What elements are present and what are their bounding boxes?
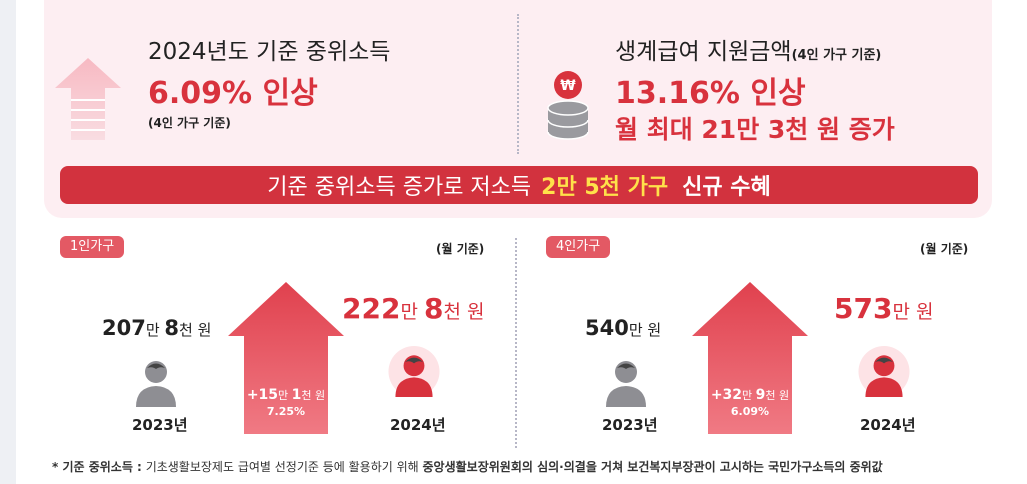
single-2024-unit2: 천 원 bbox=[443, 301, 485, 323]
won-coins-icon: ₩ bbox=[547, 71, 589, 140]
four-2024-unit: 만 원 bbox=[892, 301, 934, 323]
livelihood-benefit-max: 월 최대 21만 3천 원 증가 bbox=[615, 115, 895, 144]
person-icon bbox=[858, 346, 910, 398]
four-2023-amount: 540만 원 bbox=[585, 316, 661, 340]
person-icon bbox=[606, 361, 646, 407]
single-2024-num1: 222 bbox=[342, 292, 401, 325]
four-2023-num: 540 bbox=[585, 316, 629, 340]
livelihood-benefit-title-text: 생계급여 지원금액 bbox=[615, 39, 792, 65]
single-increase-b-unit: 천 원 bbox=[301, 389, 326, 402]
four-increase-a-unit: 만 bbox=[742, 389, 756, 402]
summary-divider bbox=[517, 14, 519, 154]
banner-prefix: 기준 중위소득 증가로 저소득 bbox=[267, 175, 532, 200]
footnote-strong: 중앙생활보장위원회의 심의·의결을 거쳐 보건복지부장관이 고시하는 국민가구소… bbox=[422, 460, 883, 474]
up-arrow-icon bbox=[55, 58, 121, 140]
person-icon bbox=[136, 361, 176, 407]
single-increase-b: 1 bbox=[291, 387, 302, 403]
single-2023-amount: 207만 8천 원 bbox=[102, 316, 211, 340]
single-2024-year: 2024년 bbox=[390, 416, 446, 434]
single-2023-num2: 8 bbox=[164, 316, 180, 340]
four-household-tag: 4인가구 bbox=[546, 236, 611, 258]
four-increase-a: +32 bbox=[710, 387, 743, 403]
four-increase: +32만 9천 원 6.09% bbox=[708, 384, 792, 418]
footnote: * 기준 중위소득 : 기초생활보장제도 급여별 선정기준 등에 활용하기 위해… bbox=[52, 458, 883, 475]
single-increase-pct: 7.25% bbox=[266, 405, 306, 418]
four-2023-unit: 만 원 bbox=[628, 321, 662, 339]
single-2023-unit1: 만 bbox=[145, 321, 165, 339]
svg-text:₩: ₩ bbox=[560, 78, 576, 94]
left-edge bbox=[0, 0, 16, 484]
footnote-label: * 기준 중위소득 : bbox=[52, 460, 142, 474]
median-income-increase: 6.09% 인상 bbox=[148, 76, 318, 111]
section-divider bbox=[515, 238, 517, 448]
four-2024-num: 573 bbox=[834, 292, 893, 325]
single-2023-num1: 207 bbox=[102, 316, 146, 340]
four-2023-year: 2023년 bbox=[602, 416, 658, 434]
single-2023-unit2: 천 원 bbox=[179, 321, 212, 339]
new-beneficiaries-banner: 기준 중위소득 증가로 저소득 2만 5천 가구 신규 수혜 bbox=[60, 166, 978, 204]
footnote-text: 기초생활보장제도 급여별 선정기준 등에 활용하기 위해 bbox=[145, 460, 419, 474]
single-2023-year: 2023년 bbox=[132, 416, 188, 434]
person-icon bbox=[388, 346, 440, 398]
single-2024-unit1: 만 bbox=[400, 301, 424, 323]
four-2024-amount: 573만 원 bbox=[834, 292, 933, 325]
median-income-note: (4인 가구 기준) bbox=[148, 116, 231, 130]
banner-highlight: 2만 5천 가구 bbox=[541, 175, 669, 200]
four-2024-year: 2024년 bbox=[860, 416, 916, 434]
four-household-unit: (월 기준) bbox=[920, 242, 969, 256]
livelihood-benefit-increase: 13.16% 인상 bbox=[615, 76, 806, 111]
livelihood-benefit-title: 생계급여 지원금액(4인 가구 기준) bbox=[615, 32, 881, 66]
single-household-unit: (월 기준) bbox=[436, 242, 485, 256]
single-2024-num2: 8 bbox=[423, 292, 444, 325]
four-increase-pct: 6.09% bbox=[730, 405, 770, 418]
house-arrow-icon bbox=[228, 282, 344, 434]
single-household-tag: 1인가구 bbox=[60, 236, 125, 258]
median-income-title: 2024년도 기준 중위소득 bbox=[148, 39, 391, 65]
single-2024-amount: 222만 8천 원 bbox=[342, 292, 484, 325]
single-increase: +15만 1천 원 7.25% bbox=[244, 384, 328, 418]
single-increase-a-unit: 만 bbox=[278, 389, 292, 402]
banner-suffix: 신규 수혜 bbox=[682, 175, 771, 200]
livelihood-benefit-title-note: (4인 가구 기준) bbox=[791, 48, 882, 63]
four-increase-b-unit: 천 원 bbox=[765, 389, 790, 402]
house-arrow-icon bbox=[692, 282, 808, 434]
single-increase-a: +15 bbox=[246, 387, 279, 403]
four-increase-b: 9 bbox=[755, 387, 766, 403]
